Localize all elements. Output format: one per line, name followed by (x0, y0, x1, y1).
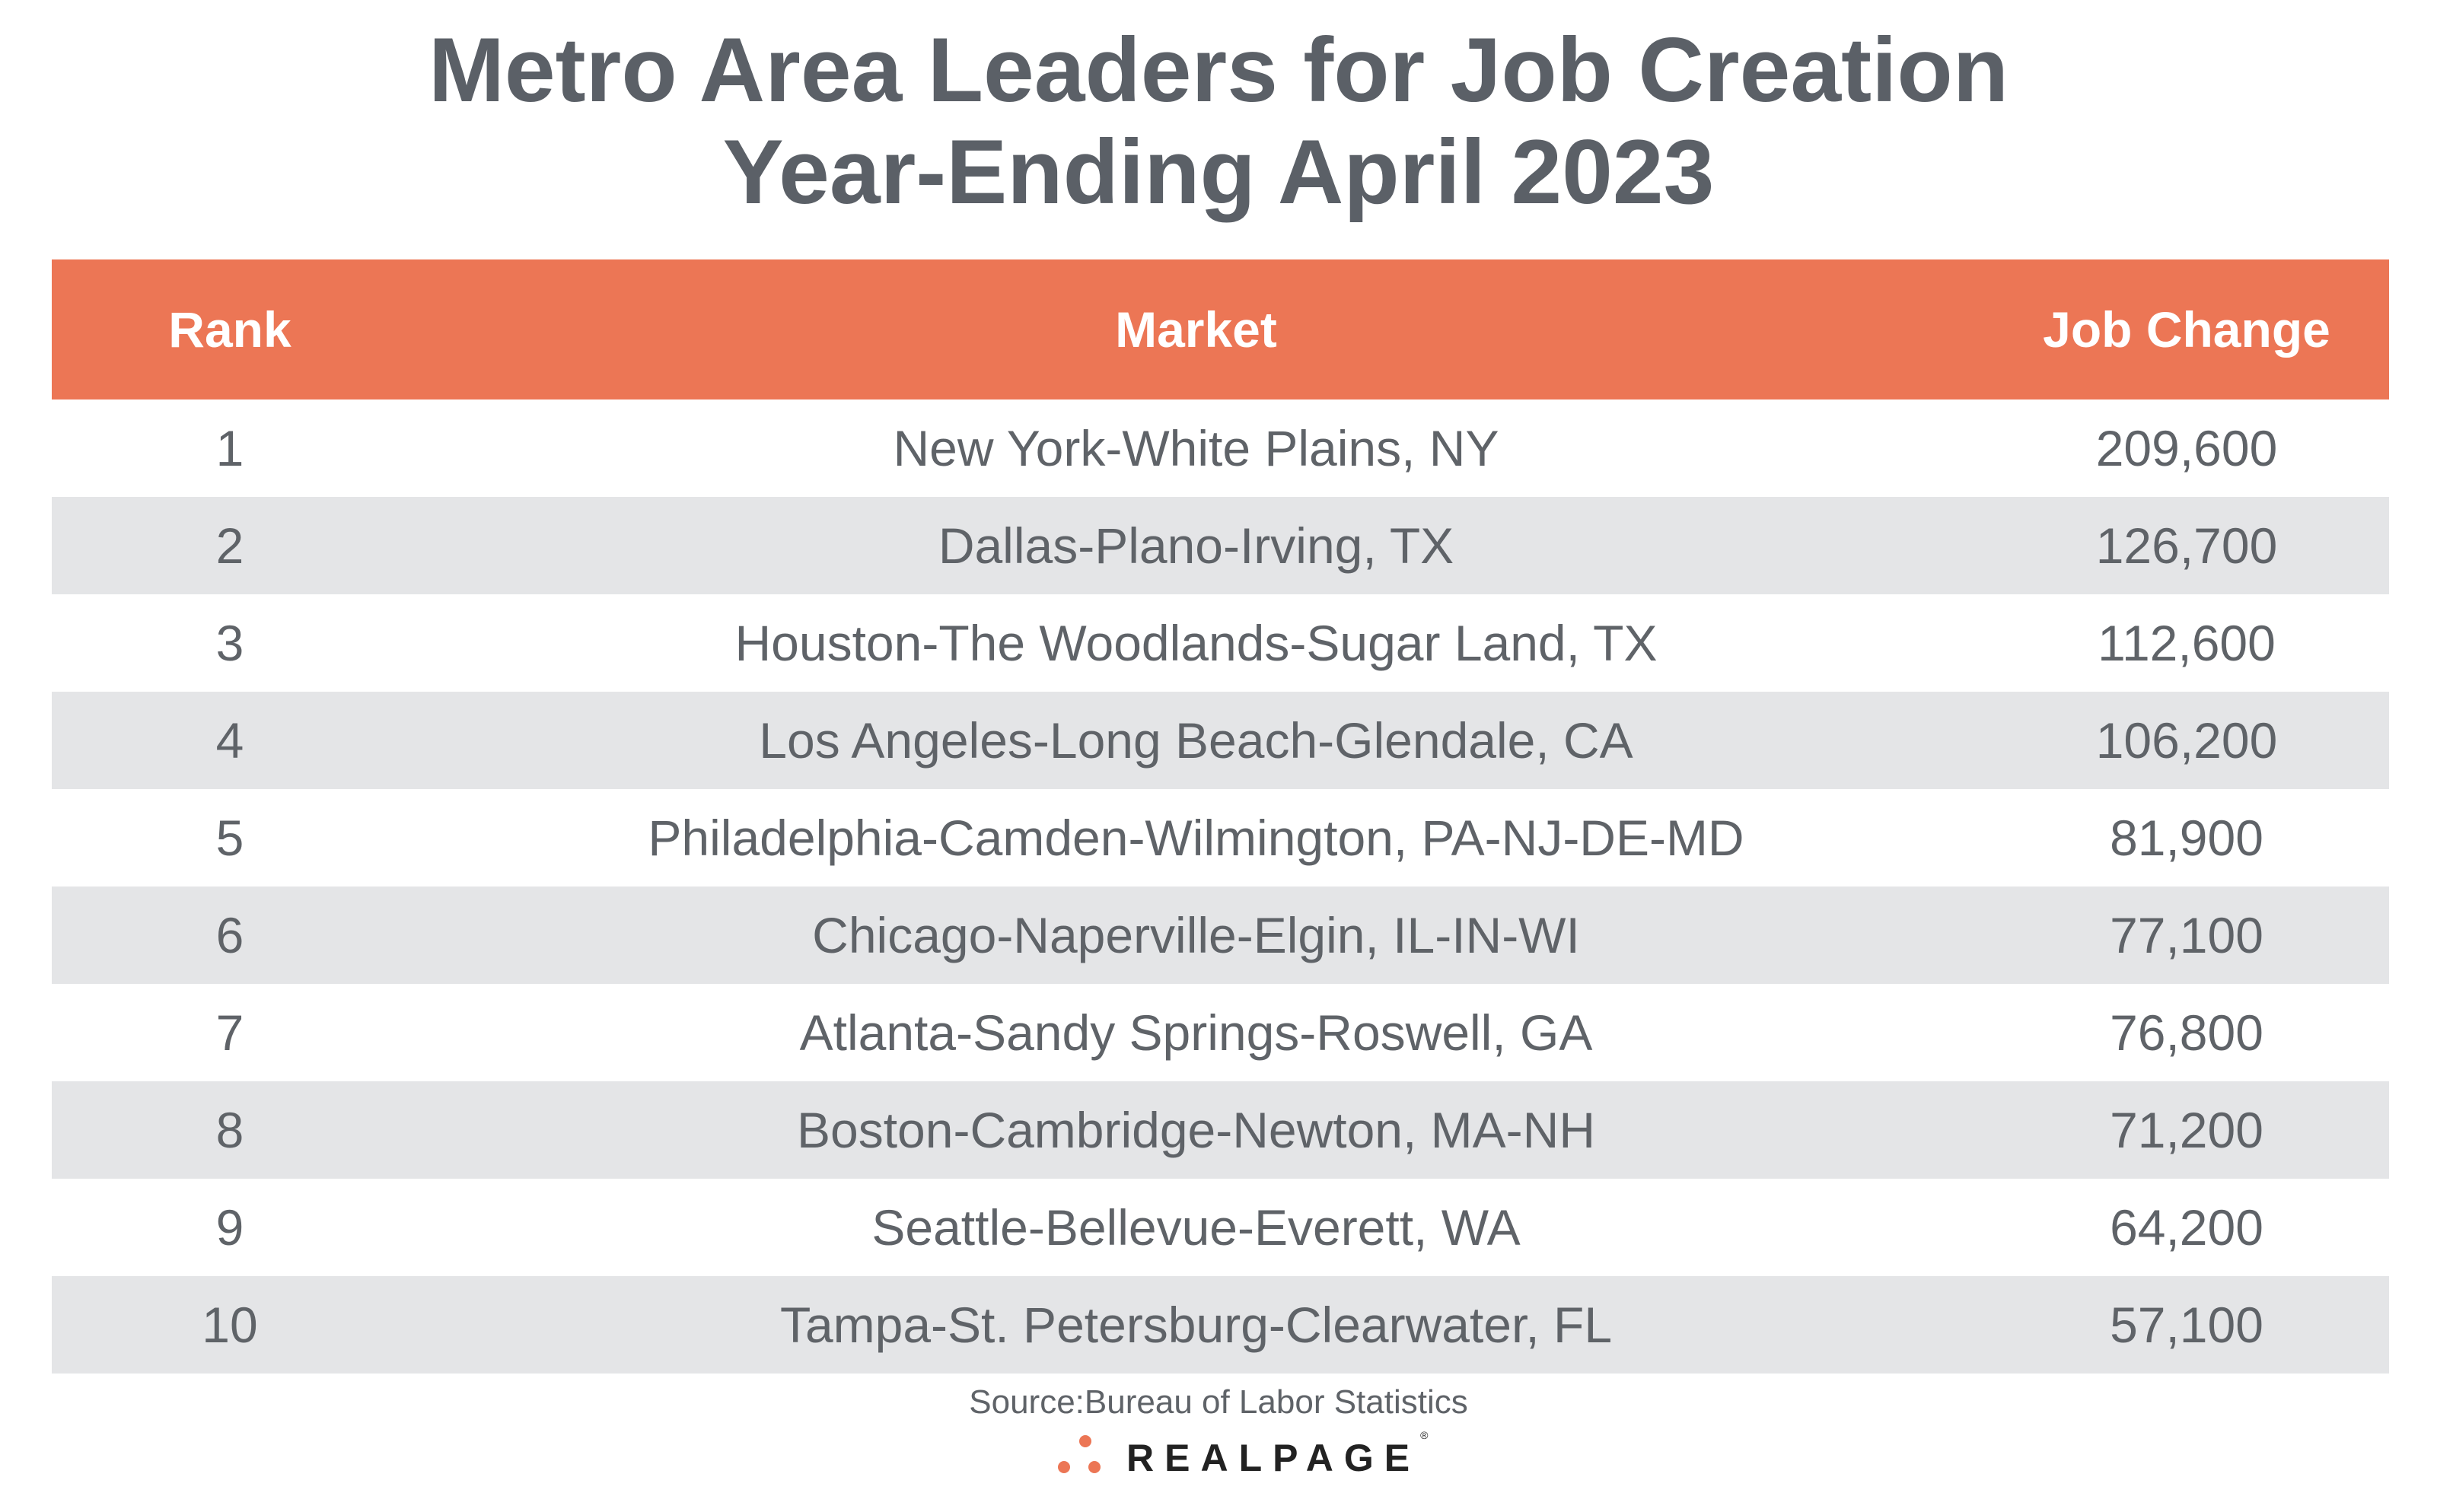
table-row: 6 Chicago-Naperville-Elgin, IL-IN-WI 77,10… (52, 887, 2389, 984)
table-row: 3 Houston-The Woodlands-Sugar Land, TX 112… (52, 594, 2389, 692)
table-header: Rank Market Job Change (52, 259, 2389, 399)
page-title-line1: Metro Area Leaders for Job Creation (428, 19, 2009, 121)
rank-cell: 4 (215, 712, 244, 769)
table-row: 2 Dallas-Plano-Irving, TX 126,700 (52, 497, 2389, 594)
job-change-cell: 77,100 (2110, 907, 2263, 963)
table-row: 5 Philadelphia-Camden-Wilmington, PA-NJ-D… (52, 789, 2389, 887)
header-rank: Rank (168, 301, 291, 358)
job-change-cell: 126,700 (2095, 517, 2278, 574)
job-change-cell: 76,800 (2110, 1004, 2263, 1061)
table-row: 10 Tampa-St. Petersburg-Clearwater, FL 57,… (52, 1276, 2389, 1374)
job-change-cell: 71,200 (2110, 1102, 2263, 1158)
market-cell: Houston-The Woodlands-Sugar Land, TX (734, 615, 1658, 671)
rank-cell: 9 (215, 1199, 244, 1256)
registered-mark: ® (1420, 1429, 1429, 1441)
market-cell: Boston-Cambridge-Newton, MA-NH (796, 1102, 1595, 1158)
rank-cell: 6 (215, 907, 244, 963)
source-note: Source:Bureau of Labor Statistics (969, 1383, 1468, 1421)
job-change-cell: 112,600 (2098, 615, 2276, 671)
rank-cell: 2 (215, 517, 244, 574)
market-cell: Tampa-St. Petersburg-Clearwater, FL (779, 1297, 1613, 1353)
market-cell: New York-White Plains, NY (893, 420, 1499, 476)
page-title-line2: Year-Ending April 2023 (722, 121, 1715, 223)
logo-text: REALPAGE (1126, 1437, 1421, 1479)
rank-cell: 5 (215, 810, 244, 866)
rank-cell: 8 (215, 1102, 244, 1158)
header-job-change: Job Change (2043, 301, 2330, 358)
market-cell: Philadelphia-Camden-Wilmington, PA-NJ-DE… (648, 810, 1744, 866)
rank-cell: 3 (215, 615, 244, 671)
market-cell: Atlanta-Sandy Springs-Roswell, GA (799, 1004, 1593, 1061)
job-change-cell: 64,200 (2110, 1199, 2263, 1256)
logo-dots-icon (1058, 1435, 1113, 1475)
market-cell: Chicago-Naperville-Elgin, IL-IN-WI (812, 907, 1580, 963)
rank-cell: 7 (215, 1004, 244, 1061)
job-change-cell: 81,900 (2110, 810, 2263, 866)
table-row: 9 Seattle-Bellevue-Everett, WA 64,200 (52, 1179, 2389, 1276)
rank-cell: 1 (215, 420, 244, 476)
table-row: 1 New York-White Plains, NY 209,600 (52, 399, 2389, 497)
job-change-cell: 106,200 (2095, 712, 2278, 769)
rank-cell: 10 (202, 1297, 258, 1353)
job-change-cell: 209,600 (2095, 420, 2278, 476)
table-row: 8 Boston-Cambridge-Newton, MA-NH 71,200 (52, 1081, 2389, 1179)
market-cell: Seattle-Bellevue-Everett, WA (871, 1199, 1521, 1256)
realpage-logo: REALPAGE ® (1058, 1429, 1429, 1479)
job-change-cell: 57,100 (2110, 1297, 2263, 1353)
market-cell: Los Angeles-Long Beach-Glendale, CA (759, 712, 1633, 769)
job-creation-table: Rank Market Job Change 1 New York-White P… (52, 259, 2389, 1374)
header-market: Market (1115, 301, 1277, 358)
market-cell: Dallas-Plano-Irving, TX (938, 517, 1454, 574)
table-row: 4 Los Angeles-Long Beach-Glendale, CA 106,… (52, 692, 2389, 789)
table-row: 7 Atlanta-Sandy Springs-Roswell, GA 76,800 (52, 984, 2389, 1081)
